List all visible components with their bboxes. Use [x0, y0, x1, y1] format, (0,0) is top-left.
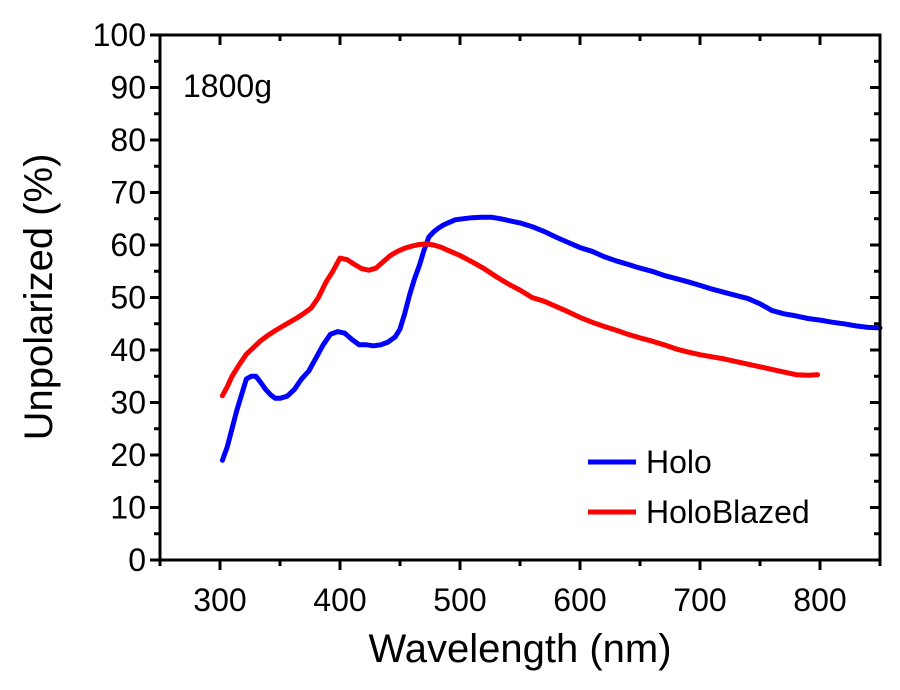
- y-tick-label: 90: [110, 70, 146, 106]
- y-tick-label: 10: [110, 490, 146, 526]
- y-tick-labels: 0 10 20 30 40 50 60 70 80 90 100: [93, 17, 146, 578]
- x-tick-label: 400: [313, 582, 366, 618]
- y-tick-label: 40: [110, 332, 146, 368]
- series-line-1: [219, 241, 821, 399]
- x-tick-labels: 300 400 500 600 700 800: [193, 582, 846, 618]
- x-tick-label: 500: [433, 582, 486, 618]
- y-tick-label: 30: [110, 385, 146, 421]
- x-tick-label: 300: [193, 582, 246, 618]
- y-tick-label: 70: [110, 175, 146, 211]
- plot-lines: [219, 214, 883, 463]
- y-tick-label: 100: [93, 17, 146, 53]
- x-tick-label: 600: [553, 582, 606, 618]
- series-line-0: [219, 214, 883, 463]
- plot-frame: [158, 33, 882, 562]
- annotation-label: 1800g: [183, 68, 272, 104]
- legend-label-1: HoloBlazed: [646, 494, 810, 530]
- y-tick-label: 20: [110, 437, 146, 473]
- y-tick-label: 60: [110, 227, 146, 263]
- axis-ticks: [150, 33, 882, 570]
- y-axis-title: Unpolarized (%): [17, 154, 61, 441]
- x-axis-title: Wavelength (nm): [368, 627, 671, 671]
- legend: Holo HoloBlazed: [588, 444, 810, 530]
- x-tick-label: 800: [793, 582, 846, 618]
- y-tick-label: 80: [110, 122, 146, 158]
- legend-label-0: Holo: [646, 444, 712, 480]
- x-tick-label: 700: [673, 582, 726, 618]
- y-tick-label: 0: [128, 542, 146, 578]
- y-tick-label: 50: [110, 280, 146, 316]
